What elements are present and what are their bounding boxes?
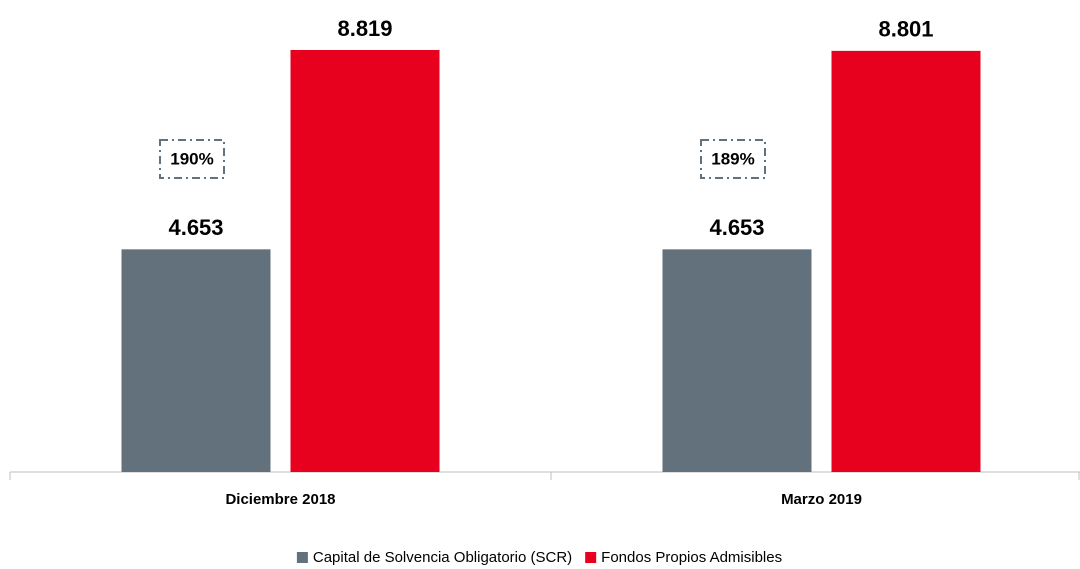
legend-label: Capital de Solvencia Obligatorio (SCR) [313, 549, 572, 566]
x-tick-label: Diciembre 2018 [225, 491, 335, 508]
annotation-box [159, 139, 225, 179]
bar [831, 50, 981, 472]
value-label: 4.653 [168, 215, 223, 240]
value-label: 8.819 [337, 16, 392, 41]
bar [290, 50, 440, 472]
value-label: 4.653 [709, 215, 764, 240]
legend-label: Fondos Propios Admisibles [601, 549, 782, 566]
annotation: 190% [170, 149, 213, 168]
bar [662, 249, 812, 472]
bar [121, 249, 271, 472]
legend-swatch [585, 552, 597, 563]
x-tick-label: Marzo 2019 [781, 491, 862, 508]
legend-swatch [296, 552, 308, 563]
annotation-box [700, 139, 766, 179]
annotation: 189% [711, 149, 754, 168]
value-label: 8.801 [878, 17, 933, 42]
